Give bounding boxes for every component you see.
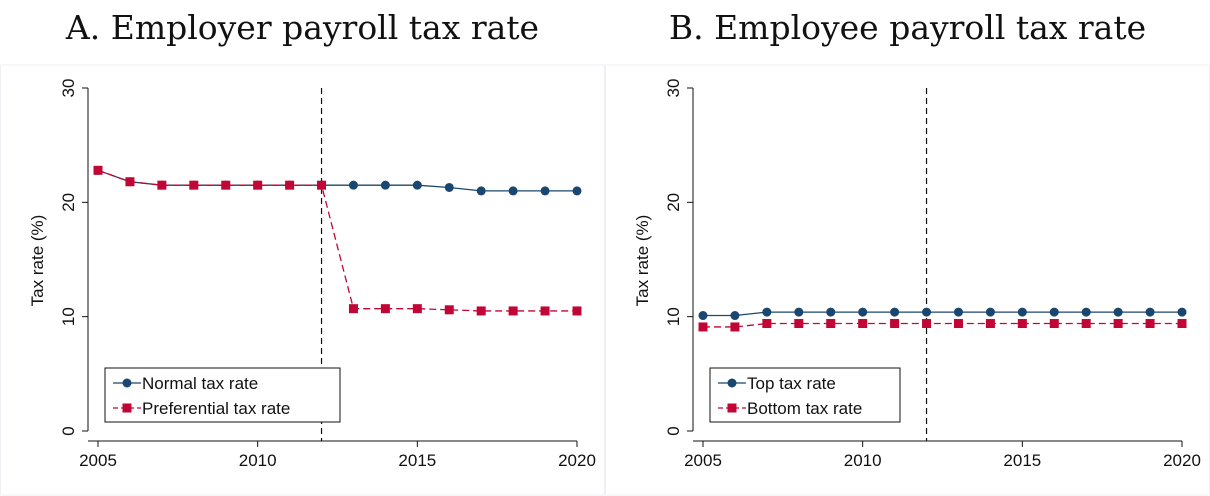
- employer-tax-rate-chart: 0 10 20 30 2005 2010 2015 2020 Tax rate (%) Norma…: [0, 64, 605, 496]
- employer-payroll-panel: A. Employer payroll tax rate 0 10 20 30 2005…: [0, 8, 605, 496]
- legend-label: Top tax rate: [747, 374, 836, 393]
- data-point: [380, 180, 390, 190]
- series-line: [703, 311, 1182, 317]
- y-tick-label: 30: [664, 79, 683, 98]
- x-tick-label: 2010: [844, 451, 882, 470]
- legend-marker: [727, 403, 737, 413]
- data-point: [890, 307, 900, 317]
- data-point: [380, 304, 390, 314]
- y-tick-label: 10: [664, 307, 683, 326]
- panel-title: B. Employee payroll tax rate: [668, 8, 1147, 47]
- data-point: [1081, 307, 1091, 317]
- data-point: [826, 319, 836, 329]
- data-point: [476, 186, 486, 196]
- data-point: [1177, 319, 1187, 329]
- legend-marker: [727, 378, 737, 388]
- data-point: [922, 307, 932, 317]
- x-tick-label: 2020: [1163, 451, 1201, 470]
- data-point: [794, 319, 804, 329]
- data-point: [1049, 307, 1059, 317]
- data-point: [890, 319, 900, 329]
- data-point: [953, 319, 963, 329]
- y-tick-label: 0: [664, 426, 683, 435]
- legend-box: [709, 367, 901, 423]
- data-point: [985, 319, 995, 329]
- legend-marker: [122, 403, 132, 413]
- data-point: [953, 307, 963, 317]
- data-point: [1049, 319, 1059, 329]
- data-point: [1113, 319, 1123, 329]
- data-point: [762, 307, 772, 317]
- data-point: [540, 306, 550, 316]
- data-point: [730, 322, 740, 332]
- y-axis-label: Tax rate (%): [633, 215, 652, 307]
- data-point: [93, 165, 103, 175]
- x-tick-label: 2005: [79, 451, 117, 470]
- data-point: [858, 307, 868, 317]
- data-point: [1145, 319, 1155, 329]
- series-line: [97, 169, 577, 312]
- x-tick-label: 2015: [1003, 451, 1041, 470]
- y-tick-label: 0: [59, 426, 78, 435]
- data-point: [221, 180, 231, 190]
- data-point: [412, 304, 422, 314]
- data-point: [412, 180, 422, 190]
- plot-region-frame: [605, 64, 1210, 496]
- data-point: [317, 180, 327, 190]
- y-tick-label: 20: [59, 193, 78, 212]
- legend-label: Preferential tax rate: [142, 399, 290, 418]
- data-point: [1113, 307, 1123, 317]
- y-tick-label: 20: [664, 193, 683, 212]
- data-point: [125, 177, 135, 187]
- employee-payroll-panel: B. Employee payroll tax rate 0 10 20 30 2005…: [605, 0, 1210, 496]
- data-point: [698, 322, 708, 332]
- data-point: [348, 180, 358, 190]
- data-point: [985, 307, 995, 317]
- data-point: [698, 311, 708, 321]
- y-tick-label: 10: [59, 307, 78, 326]
- legend-box: [104, 367, 341, 423]
- data-point: [476, 306, 486, 316]
- data-point: [762, 319, 772, 329]
- x-tick-label: 2010: [239, 451, 277, 470]
- panel-title: A. Employer payroll tax rate: [65, 8, 540, 47]
- series-line: [97, 169, 577, 192]
- series-line: [703, 322, 1182, 328]
- data-point: [922, 319, 932, 329]
- data-point: [1145, 307, 1155, 317]
- data-point: [444, 305, 454, 315]
- data-point: [444, 182, 454, 192]
- data-point: [157, 180, 167, 190]
- legend-label: Normal tax rate: [142, 374, 258, 393]
- data-point: [1017, 319, 1027, 329]
- data-point: [572, 306, 582, 316]
- x-tick-label: 2020: [558, 451, 596, 470]
- data-point: [189, 180, 199, 190]
- data-point: [1177, 307, 1187, 317]
- data-point: [508, 186, 518, 196]
- data-point: [572, 186, 582, 196]
- data-point: [826, 307, 836, 317]
- data-point: [858, 319, 868, 329]
- x-tick-label: 2015: [398, 451, 436, 470]
- data-point: [1081, 319, 1091, 329]
- data-point: [730, 311, 740, 321]
- data-point: [508, 306, 518, 316]
- employee-tax-rate-chart: 0 10 20 30 2005 2010 2015 2020 Tax rate (%) Top t…: [605, 64, 1210, 496]
- legend-marker: [122, 378, 132, 388]
- x-tick-label: 2005: [684, 451, 722, 470]
- data-point: [253, 180, 263, 190]
- data-point: [285, 180, 295, 190]
- legend-label: Bottom tax rate: [747, 399, 862, 418]
- y-axis-label: Tax rate (%): [28, 215, 47, 307]
- data-point: [1017, 307, 1027, 317]
- data-point: [540, 186, 550, 196]
- y-tick-label: 30: [59, 79, 78, 98]
- data-point: [348, 304, 358, 314]
- plot-region-frame: [0, 64, 605, 496]
- data-point: [794, 307, 804, 317]
